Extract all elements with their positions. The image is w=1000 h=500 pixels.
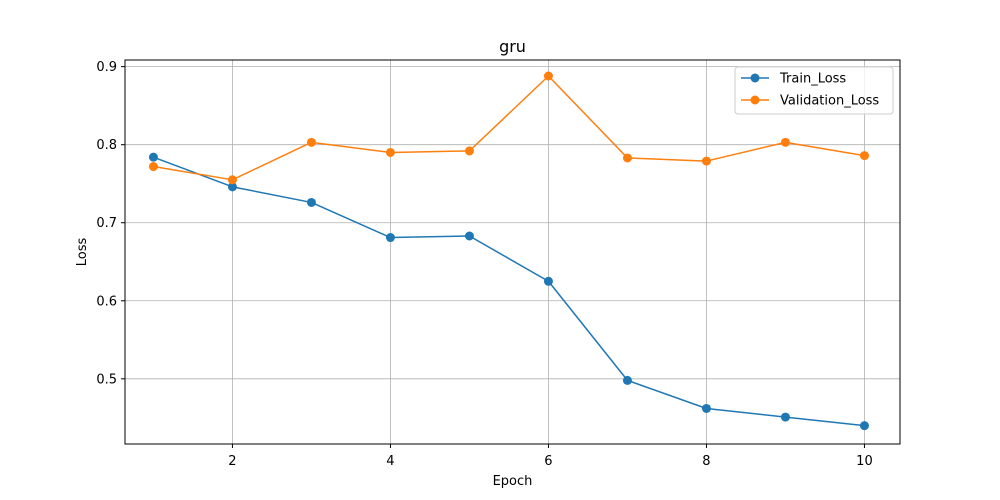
y-tick-label: 0.9 (96, 60, 117, 75)
x-axis-label: Epoch (493, 474, 533, 489)
data-point (464, 231, 474, 241)
data-point (859, 151, 869, 161)
data-point (464, 146, 474, 156)
series-line (153, 156, 865, 427)
axis-ticks: 2 4 6 8 10 0.5 0.6 0.7 0.8 0.9 (96, 60, 872, 469)
legend-marker (750, 95, 760, 105)
data-point (859, 421, 869, 431)
x-tick-label: 10 (856, 454, 873, 469)
y-axis-label: Loss (75, 238, 90, 267)
data-point (622, 375, 632, 385)
data-point (701, 156, 711, 166)
legend-label: Train_Loss (779, 72, 846, 87)
data-point (148, 152, 158, 162)
data-point (543, 71, 553, 81)
data-point (227, 175, 237, 185)
y-tick-label: 0.6 (96, 294, 117, 309)
plot-frame (124, 59, 901, 445)
data-point (227, 182, 237, 192)
data-point (701, 403, 711, 413)
chart-title: gru (499, 37, 526, 56)
legend-marker (750, 73, 760, 83)
data-point (148, 162, 158, 172)
x-tick-label: 6 (544, 454, 552, 469)
data-point (306, 137, 316, 147)
series-train-loss (148, 152, 869, 431)
data-point (385, 233, 395, 243)
y-tick-label: 0.7 (96, 216, 117, 231)
data-point (780, 412, 790, 422)
legend-label: Validation_Loss (780, 94, 879, 109)
y-tick-label: 0.5 (96, 372, 117, 387)
data-point (780, 137, 790, 147)
data-point (385, 147, 395, 157)
series-validation-loss (148, 71, 869, 185)
data-point (543, 276, 553, 286)
x-tick-label: 4 (386, 454, 394, 469)
plot-series (148, 71, 869, 431)
data-point (306, 197, 316, 207)
y-tick-label: 0.8 (96, 138, 117, 153)
x-tick-label: 2 (228, 454, 236, 469)
legend-box (734, 66, 894, 115)
legend: Train_Loss Validation_Loss (734, 66, 894, 115)
series-line (153, 75, 865, 181)
x-tick-label: 8 (702, 454, 710, 469)
data-point (622, 153, 632, 163)
